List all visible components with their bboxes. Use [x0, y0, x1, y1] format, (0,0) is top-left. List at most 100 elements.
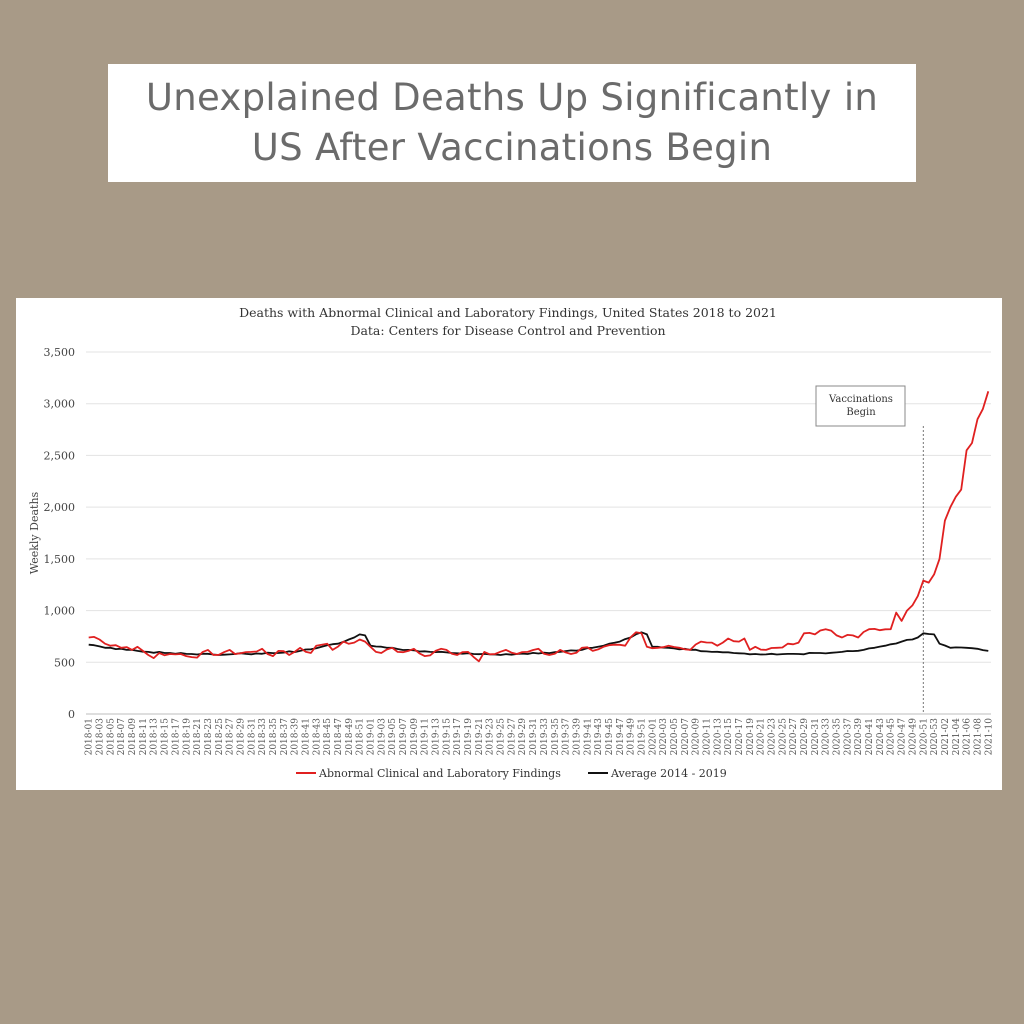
- x-tick-label: 2020-07: [681, 718, 691, 756]
- chart-subtitle: Data: Centers for Disease Control and Pr…: [350, 323, 665, 338]
- chart-card: Deaths with Abnormal Clinical and Labora…: [16, 298, 1002, 790]
- x-tick-label: 2020-51: [919, 718, 929, 755]
- x-tick-label: 2020-13: [713, 718, 723, 756]
- series-line-abnormal-findings: [88, 391, 990, 663]
- x-tick-label: 2020-19: [746, 718, 756, 756]
- x-tick-label: 2019-35: [551, 718, 561, 756]
- y-tick-label: 3,500: [44, 346, 76, 359]
- x-tick-label: 2018-03: [96, 718, 106, 756]
- x-tick-label: 2018-15: [161, 718, 171, 756]
- x-tick-label: 2019-09: [410, 718, 420, 756]
- x-tick-label: 2018-31: [247, 718, 257, 755]
- legend-label-abnormal-findings: Abnormal Clinical and Laboratory Finding…: [318, 767, 561, 780]
- x-tick-label: 2021-02: [941, 718, 951, 755]
- y-tick-label: 0: [68, 708, 75, 721]
- x-tick-label: 2020-39: [854, 718, 864, 756]
- x-tick-label: 2019-45: [605, 718, 615, 756]
- x-tick-label: 2018-33: [258, 718, 268, 756]
- x-tick-label: 2019-25: [497, 718, 507, 756]
- y-tick-label: 500: [54, 656, 75, 669]
- x-tick-label: 2020-03: [659, 718, 669, 756]
- x-tick-label: 2020-49: [908, 718, 918, 756]
- series-lines: [88, 391, 990, 663]
- x-tick-label: 2018-41: [301, 718, 311, 755]
- x-tick-label: 2020-29: [800, 718, 810, 756]
- x-tick-label: 2020-25: [778, 718, 788, 756]
- x-tick-label: 2020-33: [822, 718, 832, 756]
- x-tick-label: 2019-03: [377, 718, 387, 756]
- x-tick-label: 2020-27: [789, 718, 799, 756]
- x-tick-label: 2018-13: [150, 718, 160, 756]
- x-tick-label: 2020-09: [692, 718, 702, 756]
- x-tick-label: 2018-01: [85, 718, 95, 755]
- vaccination-annotation: Vaccinations Begin: [815, 385, 906, 427]
- x-tick-label: 2018-21: [193, 718, 203, 755]
- x-tick-label: 2019-21: [475, 718, 485, 755]
- headline-banner: Unexplained Deaths Up Significantly in U…: [108, 64, 916, 182]
- y-tick-label: 1,500: [44, 553, 76, 566]
- x-tick-label: 2019-13: [432, 718, 442, 756]
- x-tick-label: 2018-17: [171, 718, 181, 756]
- x-tick-label: 2020-21: [757, 718, 767, 755]
- x-tick-label: 2018-47: [334, 718, 344, 756]
- chart-title: Deaths with Abnormal Clinical and Labora…: [239, 305, 777, 320]
- x-tick-label: 2020-01: [648, 718, 658, 755]
- x-tick-label: 2019-43: [594, 718, 604, 756]
- x-tick-label: 2019-15: [442, 718, 452, 756]
- x-tick-label: 2020-45: [887, 718, 897, 756]
- x-axis-ticks: 2018-01 2018-03 2018-05 2018-07 2018-09 2018-…: [85, 718, 995, 756]
- annotation-text: Vaccinations: [828, 394, 893, 405]
- x-tick-label: 2019-05: [388, 718, 398, 756]
- x-tick-label: 2019-07: [399, 718, 409, 756]
- x-tick-label: 2020-53: [930, 718, 940, 756]
- y-axis-ticks: 0 500 1,000 1,500 2,000 2,500 3,000 3,500: [44, 346, 76, 721]
- x-tick-label: 2019-17: [453, 718, 463, 756]
- x-tick-label: 2018-27: [226, 718, 236, 756]
- x-tick-label: 2018-11: [139, 718, 149, 755]
- y-tick-label: 3,000: [44, 398, 76, 411]
- x-tick-label: 2019-31: [529, 718, 539, 755]
- x-tick-label: 2019-51: [637, 718, 647, 755]
- x-tick-label: 2020-05: [670, 718, 680, 756]
- x-tick-label: 2020-17: [735, 718, 745, 756]
- x-tick-label: 2021-08: [973, 718, 983, 756]
- x-tick-label: 2019-41: [583, 718, 593, 755]
- x-tick-label: 2021-10: [984, 718, 994, 756]
- y-tick-label: 2,000: [44, 501, 76, 514]
- x-tick-label: 2019-27: [507, 718, 517, 756]
- x-tick-label: 2020-31: [811, 718, 821, 755]
- x-tick-label: 2020-47: [898, 718, 908, 756]
- x-tick-label: 2019-11: [421, 718, 431, 755]
- legend-label-average: Average 2014 - 2019: [610, 767, 727, 780]
- x-tick-label: 2018-37: [280, 718, 290, 756]
- x-tick-label: 2018-23: [204, 718, 214, 756]
- x-tick-label: 2019-33: [540, 718, 550, 756]
- x-tick-label: 2019-47: [616, 718, 626, 756]
- x-tick-label: 2018-49: [345, 718, 355, 756]
- gridlines: [86, 351, 991, 715]
- x-tick-label: 2020-15: [724, 718, 734, 756]
- x-tick-label: 2018-43: [312, 718, 322, 756]
- x-tick-label: 2018-29: [236, 718, 246, 756]
- annotation-box: [815, 385, 906, 427]
- x-tick-label: 2019-19: [464, 718, 474, 756]
- x-tick-label: 2018-07: [117, 718, 127, 756]
- y-tick-label: 2,500: [44, 449, 76, 462]
- x-tick-label: 2020-35: [833, 718, 843, 756]
- x-tick-label: 2019-23: [486, 718, 496, 756]
- x-tick-label: 2021-04: [952, 718, 962, 756]
- x-tick-label: 2019-01: [367, 718, 377, 755]
- annotation-text: Begin: [846, 407, 876, 418]
- x-tick-label: 2018-39: [291, 718, 301, 756]
- x-tick-label: 2019-29: [518, 718, 528, 756]
- line-chart: Deaths with Abnormal Clinical and Labora…: [28, 305, 995, 780]
- y-axis-label: Weekly Deaths: [28, 491, 41, 574]
- x-tick-label: 2020-37: [843, 718, 853, 756]
- x-tick-label: 2020-43: [876, 718, 886, 756]
- x-tick-label: 2020-41: [865, 718, 875, 755]
- x-tick-label: 2020-23: [768, 718, 778, 756]
- x-tick-label: 2018-09: [128, 718, 138, 756]
- chart-legend: Abnormal Clinical and Laboratory Finding…: [296, 767, 727, 780]
- x-tick-label: 2019-39: [572, 718, 582, 756]
- x-tick-label: 2019-37: [562, 718, 572, 756]
